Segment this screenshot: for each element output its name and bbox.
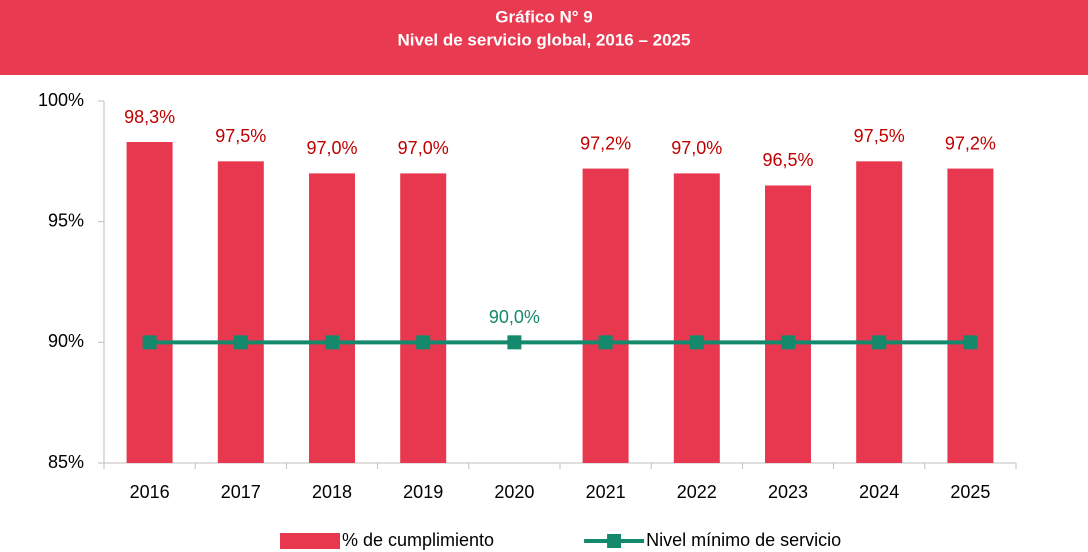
chart-subtitle: Nivel de servicio global, 2016 – 2025 bbox=[398, 30, 691, 49]
marker bbox=[598, 335, 613, 350]
value-label: 97,5% bbox=[215, 126, 266, 146]
bar bbox=[126, 142, 173, 463]
y-tick-label: 90% bbox=[48, 331, 84, 351]
y-tick-label: 95% bbox=[48, 210, 84, 230]
x-tick-label: 2022 bbox=[677, 482, 717, 502]
x-tick-label: 2024 bbox=[859, 482, 899, 502]
x-tick-label: 2021 bbox=[586, 482, 626, 502]
value-label: 97,5% bbox=[854, 126, 905, 146]
y-tick-label: 100% bbox=[38, 90, 84, 110]
value-label: 97,0% bbox=[398, 138, 449, 158]
legend-label: Nivel mínimo de servicio bbox=[646, 530, 841, 550]
value-label: 97,0% bbox=[671, 138, 722, 158]
bar bbox=[217, 161, 264, 464]
chart-title: Gráfico N° 9 bbox=[495, 7, 593, 26]
marker bbox=[781, 335, 795, 350]
bar bbox=[947, 168, 994, 463]
x-tick-label: 2018 bbox=[312, 482, 352, 502]
marker bbox=[325, 335, 339, 350]
title-band bbox=[0, 0, 1088, 75]
marker bbox=[689, 335, 704, 350]
marker bbox=[963, 335, 978, 350]
value-label: 90,0% bbox=[489, 307, 540, 327]
x-tick-label: 2023 bbox=[768, 482, 808, 502]
value-label: 97,2% bbox=[580, 133, 631, 153]
value-label: 97,2% bbox=[945, 133, 996, 153]
x-tick-label: 2020 bbox=[494, 482, 534, 502]
x-tick-label: 2017 bbox=[221, 482, 261, 502]
legend-label: % de cumplimiento bbox=[342, 530, 494, 550]
bar bbox=[582, 168, 629, 463]
bar bbox=[765, 185, 811, 463]
x-tick-label: 2016 bbox=[130, 482, 170, 502]
marker bbox=[872, 335, 887, 350]
value-label: 98,3% bbox=[124, 107, 175, 127]
value-label: 97,0% bbox=[306, 138, 357, 158]
value-label: 96,5% bbox=[762, 150, 813, 170]
bar bbox=[673, 173, 720, 463]
bar bbox=[309, 173, 355, 463]
x-tick-label: 2019 bbox=[403, 482, 443, 502]
y-tick-label: 85% bbox=[48, 452, 84, 472]
marker bbox=[233, 335, 248, 350]
marker bbox=[416, 335, 431, 350]
legend-marker bbox=[607, 534, 622, 548]
marker bbox=[142, 335, 157, 350]
bar bbox=[400, 173, 447, 463]
legend-swatch bbox=[280, 533, 340, 549]
x-tick-label: 2025 bbox=[950, 482, 990, 502]
bar bbox=[856, 161, 903, 464]
marker bbox=[507, 335, 522, 350]
